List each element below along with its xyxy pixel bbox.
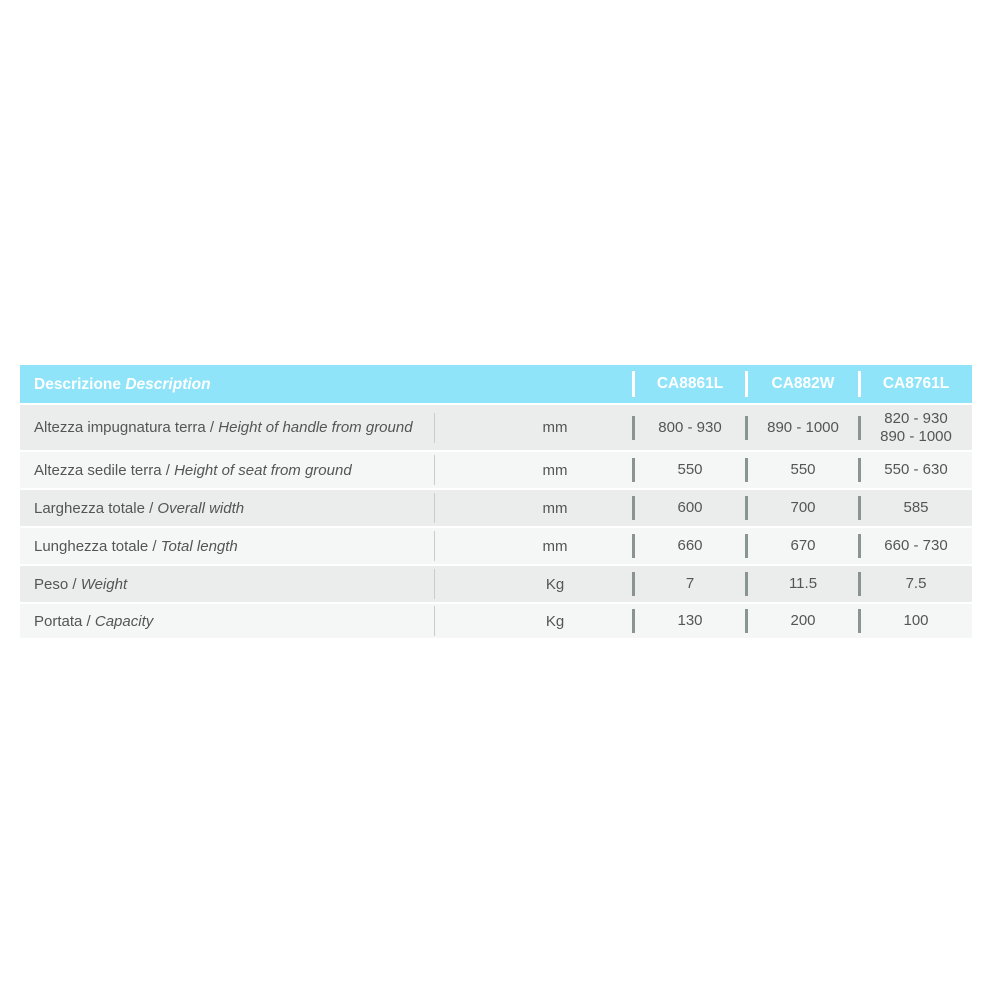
desc-label-it: Descrizione xyxy=(34,375,122,393)
unit-cell: Kg xyxy=(545,612,565,630)
unit-cell: mm xyxy=(542,461,568,479)
description-it: Peso / xyxy=(34,575,81,593)
column-divider xyxy=(745,572,748,596)
row-description: Lunghezza totale / Total length xyxy=(34,536,434,557)
column-divider xyxy=(858,534,861,558)
row-description: Peso / Weight xyxy=(34,574,434,595)
desc-label-en: Description xyxy=(125,375,211,393)
description-en: Total length xyxy=(160,537,238,555)
value-cell: 660 xyxy=(677,537,703,554)
table-row: Peso / Weight Kg 7 11.5 7.5 xyxy=(20,566,972,602)
value-cell: 890 - 1000 xyxy=(767,418,839,436)
table-row: Larghezza totale / Overall width mm 600 … xyxy=(20,490,972,526)
column-divider xyxy=(632,415,635,440)
description-header: Descrizione Description xyxy=(34,374,434,395)
description-it: Altezza sedile terra / xyxy=(34,461,175,479)
table-header: Descrizione Description CA8861L CA882W C… xyxy=(20,365,972,403)
row-description: Altezza impugnatura terra / Height of ha… xyxy=(34,417,434,438)
column-divider xyxy=(858,371,861,397)
column-divider xyxy=(858,572,861,596)
value-cell: 585 xyxy=(903,499,929,516)
column-divider xyxy=(745,496,748,520)
value-cell: 550 xyxy=(790,461,816,478)
unit-cell: mm xyxy=(542,499,568,517)
spec-table: Descrizione Description CA8861L CA882W C… xyxy=(20,365,972,640)
unit-divider xyxy=(434,493,435,523)
description-en: Height of seat from ground xyxy=(174,461,352,479)
row-description: Larghezza totale / Overall width xyxy=(34,498,434,519)
description-en: Overall width xyxy=(157,499,245,517)
column-divider xyxy=(745,371,748,397)
column-divider xyxy=(745,534,748,558)
value-cell: 670 xyxy=(790,537,816,554)
unit-divider xyxy=(434,606,435,636)
description-en: Capacity xyxy=(94,612,154,630)
value-cell: 660 - 730 xyxy=(884,537,948,554)
column-divider xyxy=(632,496,635,520)
description-it: Altezza impugnatura terra / xyxy=(34,419,219,436)
model-header: CA8761L xyxy=(882,375,950,392)
column-divider xyxy=(632,572,635,596)
value-cell: 600 xyxy=(677,499,703,516)
value-cell: 800 - 930 xyxy=(658,418,722,436)
unit-divider xyxy=(434,531,435,561)
value-cell: 820 - 930 890 - 1000 xyxy=(880,409,952,445)
value-cell: 11.5 xyxy=(788,575,818,592)
value-cell: 100 xyxy=(903,612,929,629)
value-cell: 7.5 xyxy=(905,575,927,592)
unit-cell: Kg xyxy=(545,575,565,593)
unit-divider xyxy=(434,412,435,443)
value-cell: 7 xyxy=(685,575,695,592)
column-divider xyxy=(858,415,861,440)
description-en: Weight xyxy=(80,575,128,593)
table-row: Portata / Capacity Kg 130 200 100 xyxy=(20,604,972,638)
column-divider xyxy=(632,534,635,558)
value-cell: 550 - 630 xyxy=(884,461,948,478)
value-cell: 130 xyxy=(677,612,703,629)
column-divider xyxy=(745,609,748,633)
description-en: Height of handle from ground xyxy=(218,419,413,436)
table-row: Altezza sedile terra / Height of seat fr… xyxy=(20,452,972,488)
value-cell: 550 xyxy=(677,461,703,478)
column-divider xyxy=(632,458,635,482)
column-divider xyxy=(858,458,861,482)
column-divider xyxy=(632,609,635,633)
value-cell: 200 xyxy=(790,612,816,629)
unit-cell: mm xyxy=(542,537,568,555)
unit-cell: mm xyxy=(542,419,568,436)
row-description: Portata / Capacity xyxy=(34,611,434,632)
column-divider xyxy=(858,496,861,520)
description-it: Lunghezza totale / xyxy=(34,537,161,555)
column-divider xyxy=(745,458,748,482)
unit-divider xyxy=(434,455,435,485)
column-divider xyxy=(858,609,861,633)
column-divider xyxy=(745,415,748,440)
row-description: Altezza sedile terra / Height of seat fr… xyxy=(34,460,434,481)
description-it: Larghezza totale / xyxy=(34,499,158,517)
value-cell: 700 xyxy=(790,499,816,516)
description-it: Portata / xyxy=(34,612,95,630)
model-header: CA8861L xyxy=(656,375,724,392)
unit-divider xyxy=(434,569,435,599)
column-divider xyxy=(632,371,635,397)
table-row: Altezza impugnatura terra / Height of ha… xyxy=(20,405,972,450)
model-header: CA882W xyxy=(771,375,835,392)
table-row: Lunghezza totale / Total length mm 660 6… xyxy=(20,528,972,564)
